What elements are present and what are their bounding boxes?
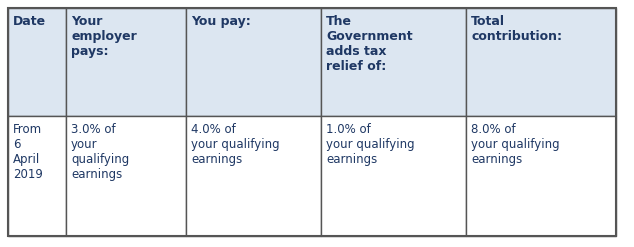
Text: 1.0% of
your qualifying
earnings: 1.0% of your qualifying earnings [326, 123, 415, 166]
Bar [186, 8, 321, 116]
Bar [321, 116, 466, 236]
Text: 8.0% of
your qualifying
earnings: 8.0% of your qualifying earnings [471, 123, 560, 166]
Text: From
6
April
2019: From 6 April 2019 [13, 123, 43, 181]
Bar [466, 8, 616, 116]
Bar [466, 116, 616, 236]
Bar [66, 116, 186, 236]
Bar [186, 116, 321, 236]
Text: 3.0% of
your
qualifying
earnings: 3.0% of your qualifying earnings [71, 123, 129, 181]
Text: Date: Date [13, 15, 46, 28]
Text: The
Government
adds tax
relief of:: The Government adds tax relief of: [326, 15, 413, 73]
Text: 4.0% of
your qualifying
earnings: 4.0% of your qualifying earnings [191, 123, 280, 166]
Bar [8, 8, 66, 116]
Bar [66, 8, 186, 116]
Text: Your
employer
pays:: Your employer pays: [71, 15, 137, 58]
Bar [321, 8, 466, 116]
Text: You pay:: You pay: [191, 15, 251, 28]
Bar [8, 116, 66, 236]
Text: Total
contribution:: Total contribution: [471, 15, 562, 43]
